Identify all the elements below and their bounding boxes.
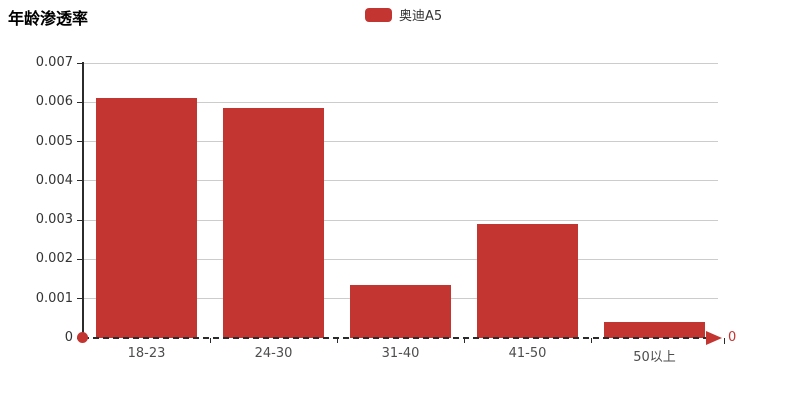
y-axis-line <box>82 62 84 339</box>
legend-item-audi-a5[interactable]: 奥迪A5 <box>365 5 442 24</box>
x-axis-end-label: 0 <box>728 330 737 345</box>
x-axis-category-label: 41-50 <box>508 346 547 361</box>
y-gridline <box>83 180 718 182</box>
y-gridline <box>83 62 718 64</box>
legend-label: 奥迪A5 <box>399 9 443 24</box>
x-axis-category-label: 31-40 <box>381 346 420 361</box>
legend-swatch <box>365 7 392 22</box>
bar-18-23[interactable] <box>95 98 198 338</box>
bar-31-40[interactable] <box>349 284 452 338</box>
y-axis-tick <box>77 258 83 260</box>
x-axis-tick <box>464 338 465 343</box>
origin-dot <box>77 332 88 343</box>
y-axis-tick-label: 0 <box>64 330 73 345</box>
x-axis-end-tick <box>724 338 725 344</box>
x-axis-tick <box>210 338 211 343</box>
x-axis-category-label: 18-23 <box>127 346 166 361</box>
y-axis-tick-label: 0.002 <box>35 251 73 267</box>
y-axis-tick-label: 0.001 <box>35 290 73 306</box>
y-axis-tick-label: 0.007 <box>35 55 73 70</box>
x-axis-category-label: 50以上 <box>633 350 676 365</box>
x-axis-tick <box>591 338 592 343</box>
x-axis-category-label: 24-30 <box>254 346 293 361</box>
chart-title: 年龄渗透率 <box>8 9 89 28</box>
y-axis-tick <box>77 219 83 221</box>
y-axis-tick <box>77 101 83 103</box>
x-axis-tick <box>337 338 338 343</box>
y-gridline <box>83 141 718 143</box>
y-axis-tick-label: 0.003 <box>35 212 73 228</box>
y-axis-tick <box>77 62 83 64</box>
y-axis-tick-label: 0.005 <box>35 133 73 149</box>
y-gridline <box>83 258 718 260</box>
y-axis-tick-label: 0.004 <box>35 172 73 188</box>
bar-50以上[interactable] <box>603 322 706 338</box>
y-axis-tick <box>77 141 83 143</box>
bar-24-30[interactable] <box>222 108 325 338</box>
x-axis-line <box>83 337 718 339</box>
bar-41-50[interactable] <box>476 224 579 338</box>
y-axis-tick-label: 0.006 <box>35 94 73 110</box>
y-gridline <box>83 101 718 103</box>
y-axis-tick <box>77 298 83 300</box>
y-axis-tick <box>77 180 83 182</box>
x-axis-arrow-icon <box>706 331 722 345</box>
y-gridline <box>83 219 718 221</box>
